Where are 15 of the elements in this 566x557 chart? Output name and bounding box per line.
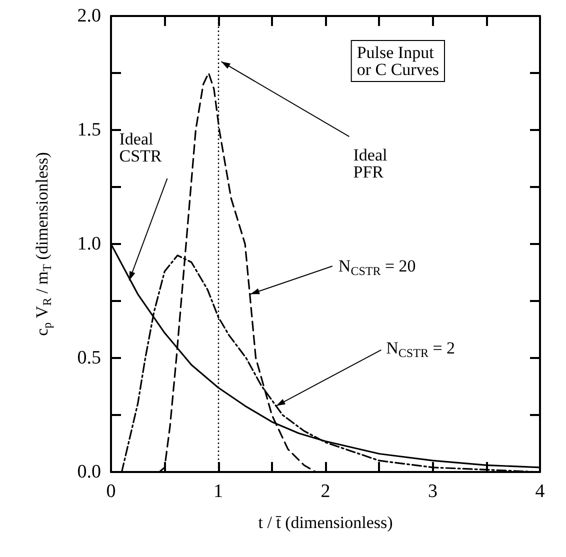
y-axis-title: cp VR / mT (dimensionless)	[32, 152, 54, 336]
ref-line-label: Ideal PFR	[353, 146, 388, 182]
x-axis-title: t / t̄ (dimensionless)	[258, 513, 393, 532]
y-tick-label: 1.0	[77, 234, 101, 254]
x-tick-label: 2	[320, 481, 330, 502]
x-tick-label: 4	[535, 481, 546, 502]
annotation: Pulse Input or C Curves	[356, 43, 440, 79]
y-tick-label: 2.0	[77, 6, 101, 26]
y-tick-label: 0.5	[77, 348, 101, 368]
x-tick-label: 1	[214, 481, 223, 502]
annotation: Ideal CSTR	[119, 129, 162, 166]
x-tick-label: 0	[106, 481, 116, 502]
x-tick-label: 3	[428, 481, 438, 502]
text: 0.0	[77, 462, 101, 482]
y-tick-label: 1.5	[77, 120, 101, 140]
